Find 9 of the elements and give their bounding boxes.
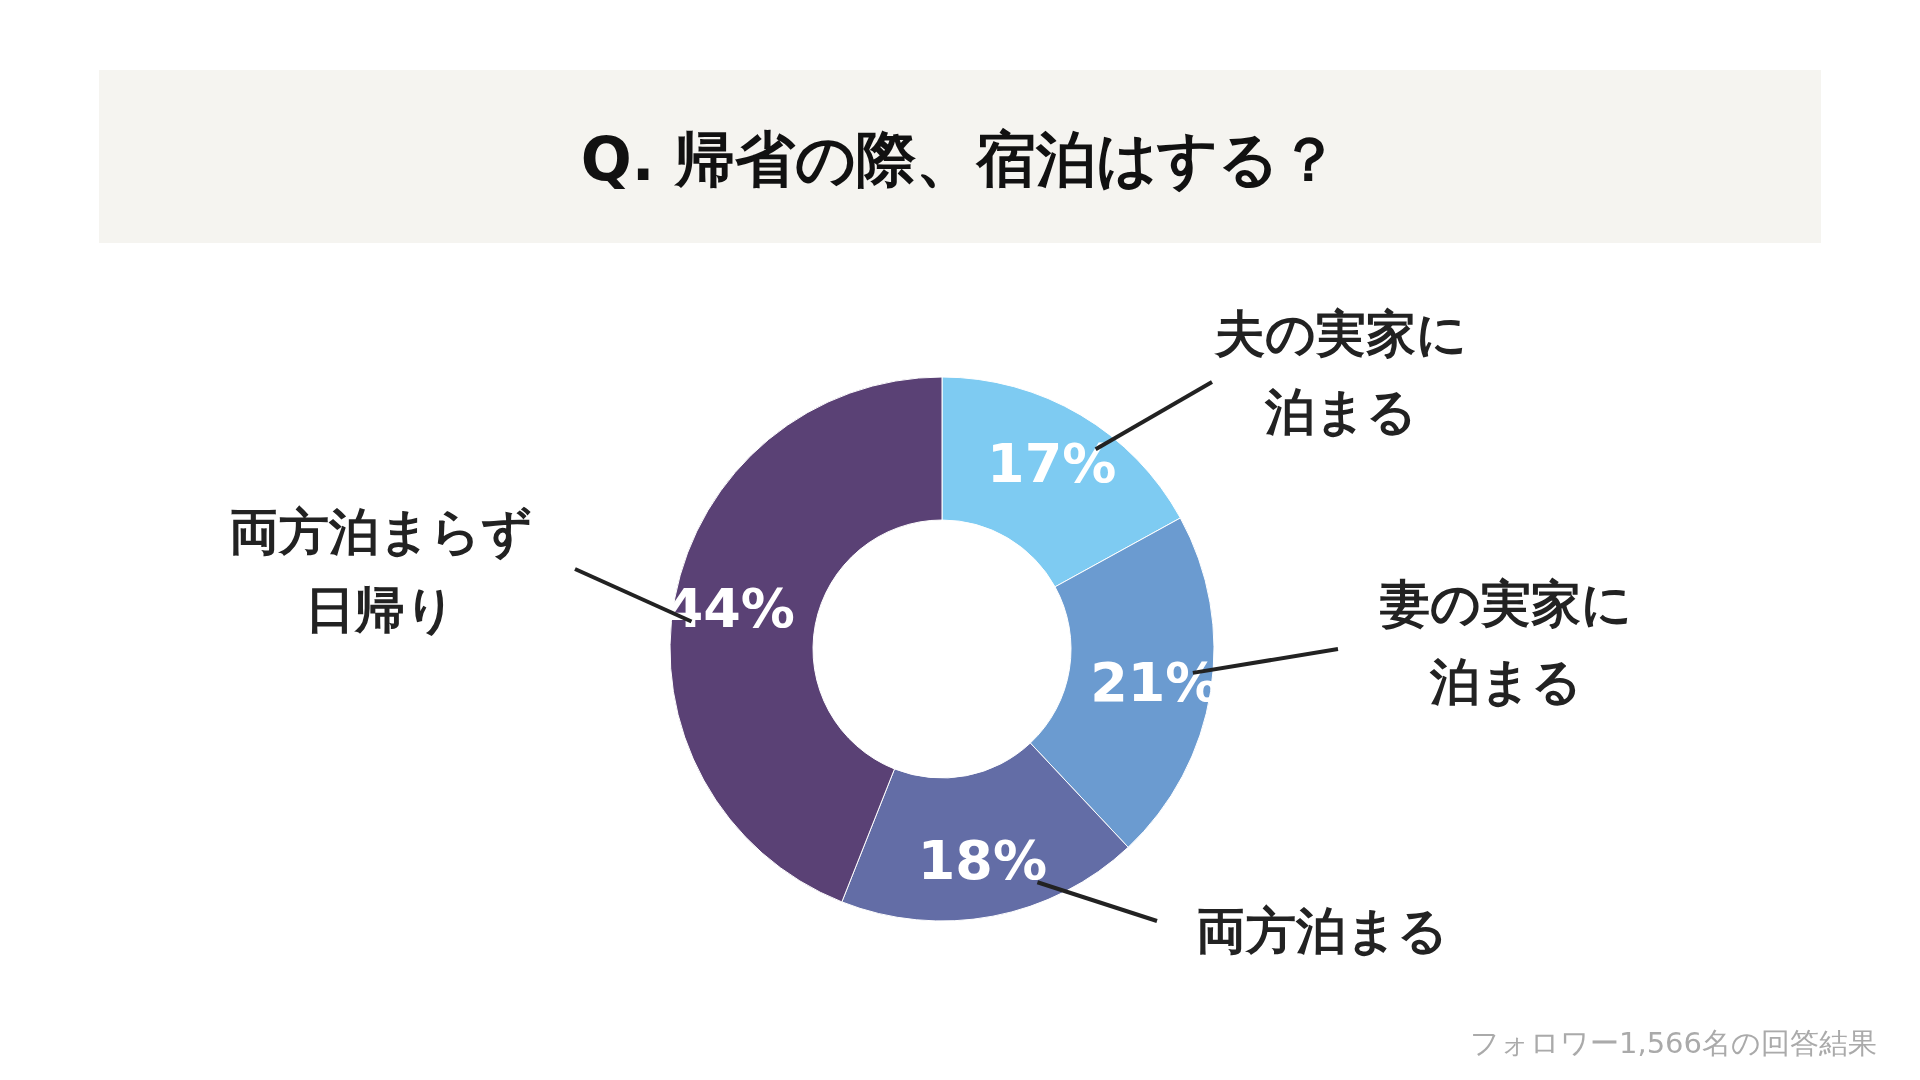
data-label: 18% bbox=[917, 828, 1048, 892]
text: フォロワー1,566名の回答結果 bbox=[1469, 1026, 1877, 1060]
slice-label: 両方泊まらず日帰り bbox=[227, 502, 533, 641]
slice-label: 夫の実家に泊まる bbox=[1213, 304, 1468, 443]
data-label: 17% bbox=[987, 431, 1117, 495]
chart-title: Q. 帰省の際、宿泊はする？ bbox=[580, 124, 1340, 194]
slice-label: 両方泊まる bbox=[1195, 901, 1449, 962]
data-label: 44% bbox=[665, 576, 795, 640]
slice-label: 妻の実家に泊まる bbox=[1379, 574, 1633, 713]
